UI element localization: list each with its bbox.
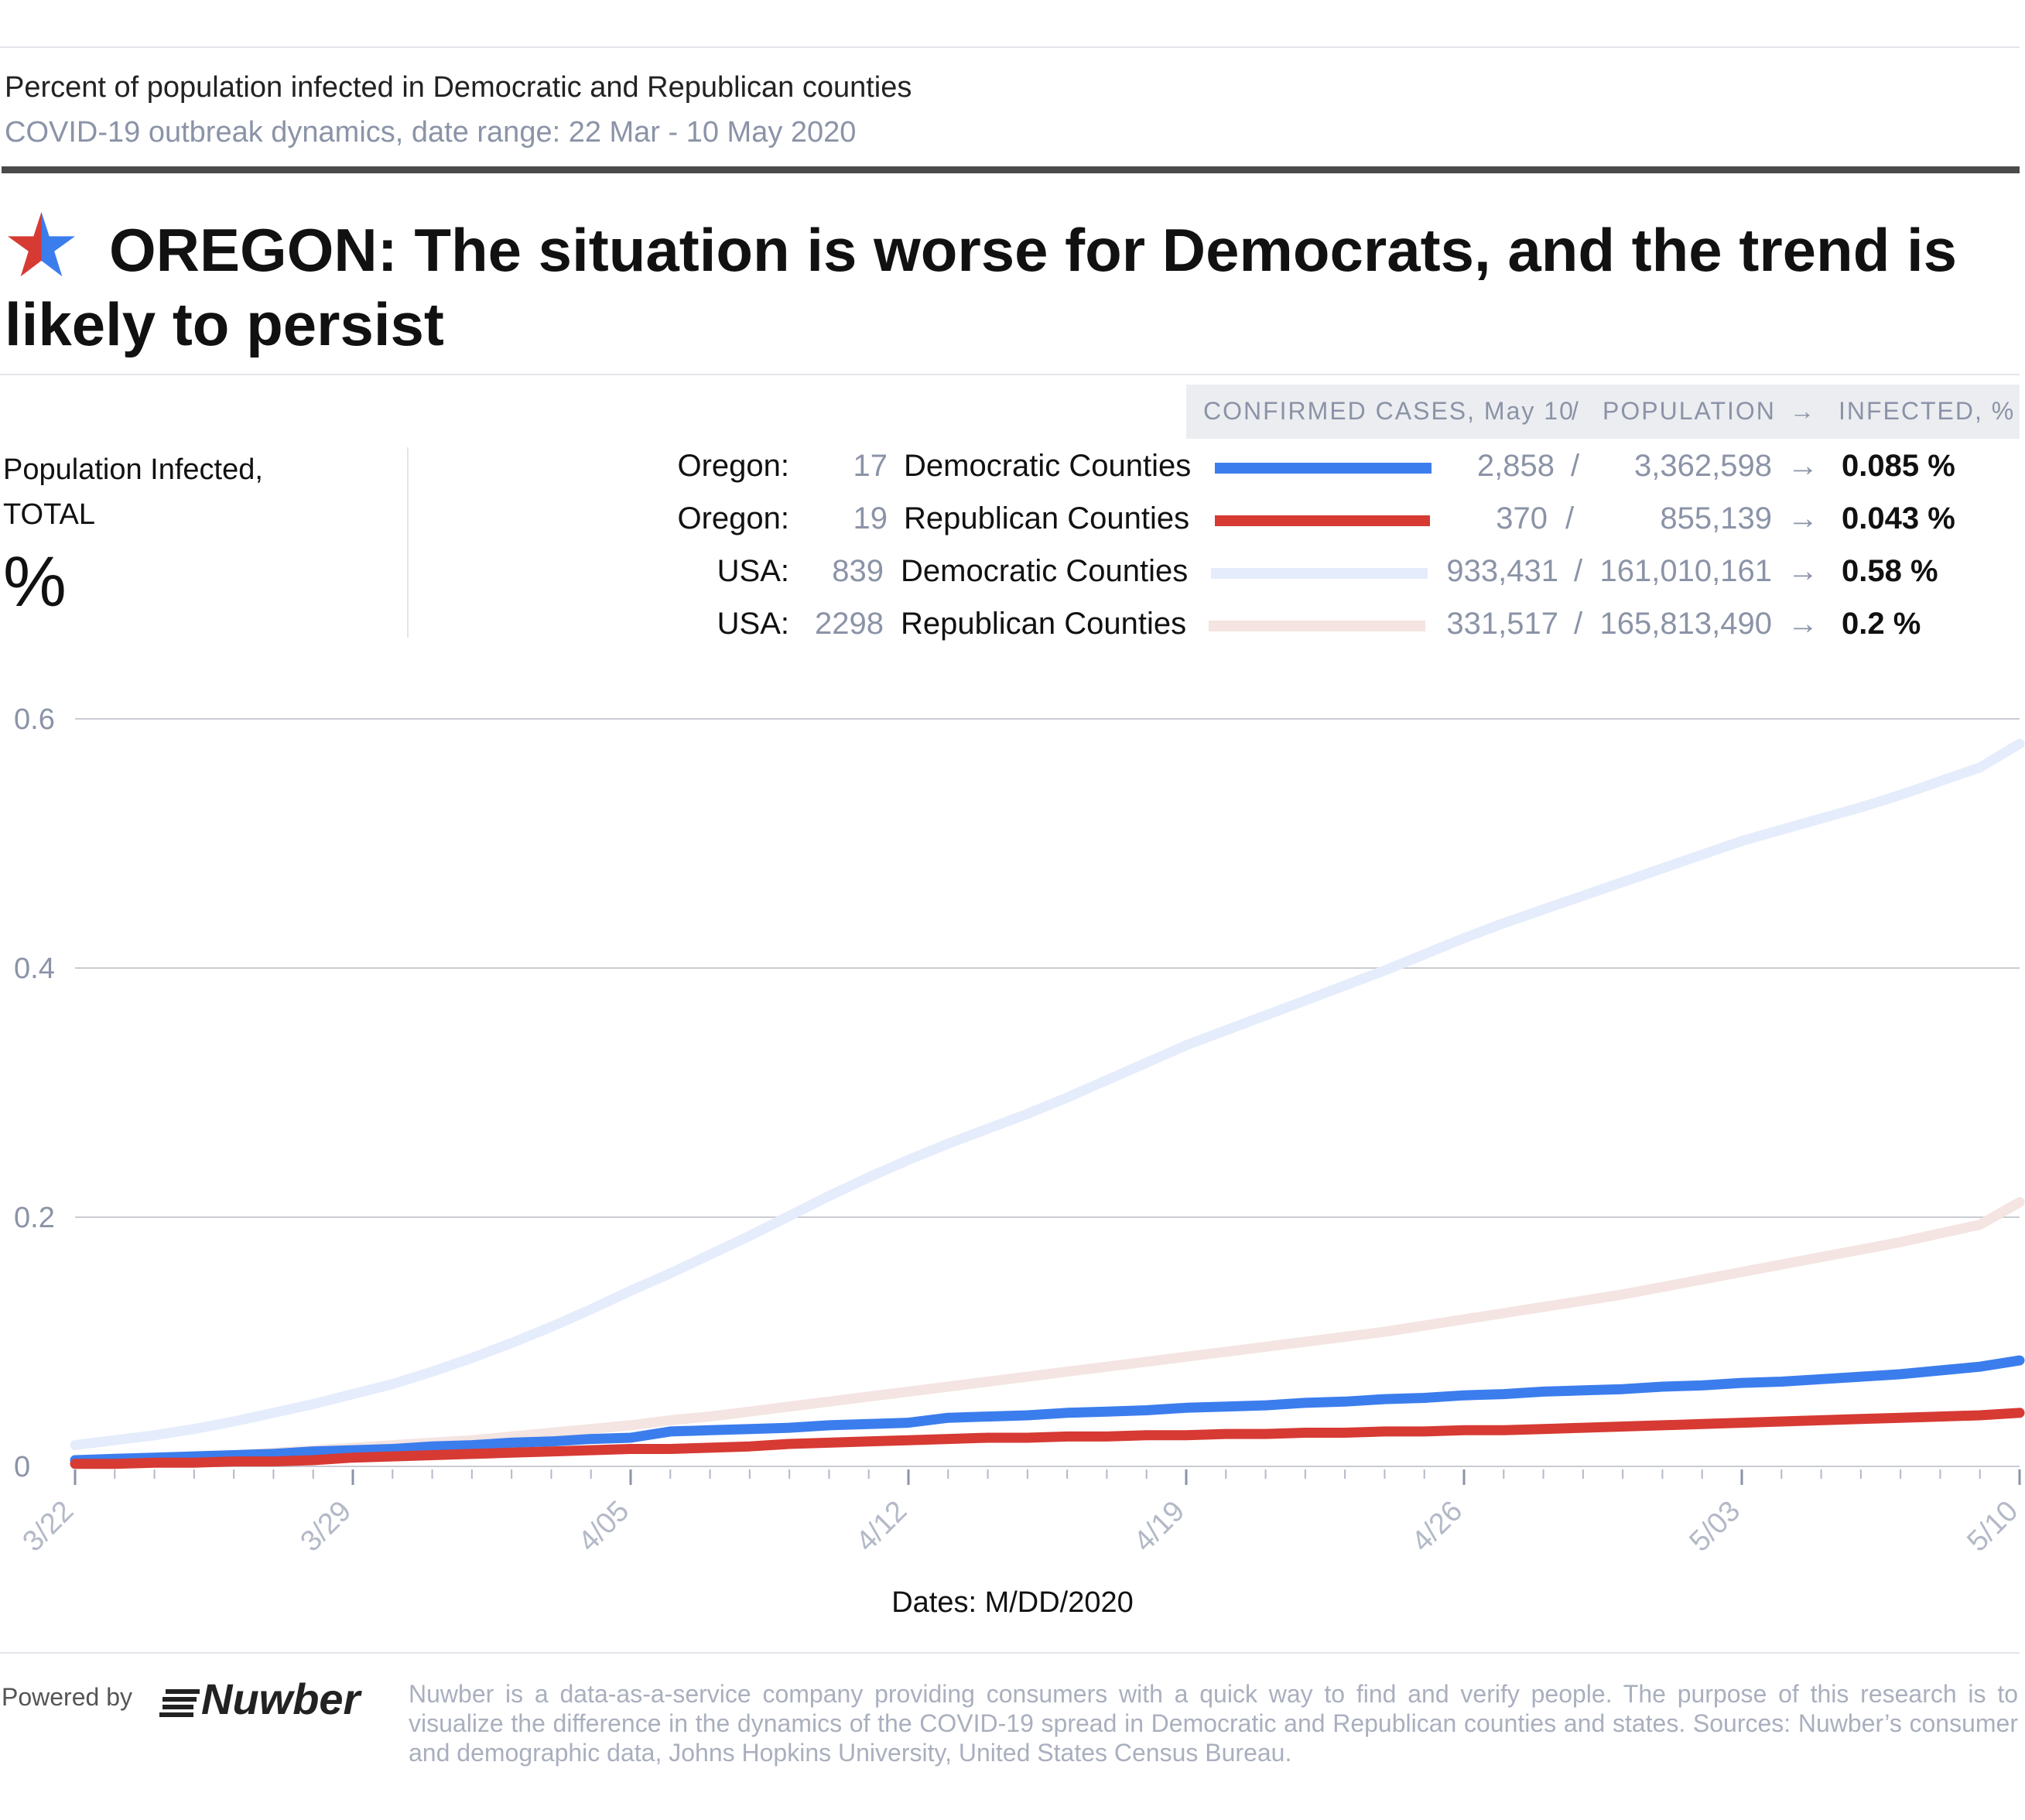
- legend-cases: 331,517: [1446, 607, 1558, 641]
- legend-swatch: [1209, 621, 1425, 631]
- legend-infected: 0.2 %: [1842, 607, 1921, 641]
- legend-swatch: [1215, 463, 1432, 474]
- legend-cases: 933,431: [1446, 554, 1558, 588]
- powered-by-label: Powered by: [2, 1683, 132, 1711]
- x-tick-label: 4/26: [1405, 1495, 1469, 1558]
- legend-county-count: 17: [853, 449, 888, 483]
- top-divider: [0, 46, 2020, 48]
- legend-county-count: 839: [832, 554, 884, 588]
- series-line: [70, 1355, 2025, 1466]
- legend-cases: 2,858: [1476, 449, 1555, 483]
- legend-infected: 0.085 %: [1842, 449, 1955, 483]
- x-tick-label: 5/03: [1683, 1495, 1746, 1558]
- legend-region: USA:: [717, 607, 789, 641]
- series-line: [70, 1408, 2025, 1469]
- legend-arrow: →: [1787, 501, 1818, 535]
- arrow-separator: →: [1790, 397, 1816, 425]
- infected-column-label: INFECTED, %: [1839, 397, 2016, 425]
- legend-swatch: [1215, 515, 1430, 526]
- x-tick-label: 3/22: [16, 1495, 80, 1558]
- y-axis-description-line2: TOTAL: [3, 498, 95, 531]
- legend-slash: /: [1574, 554, 1583, 588]
- legend-county-count: 2298: [815, 607, 884, 641]
- legend-region: USA:: [717, 554, 789, 588]
- legend-swatch: [1211, 568, 1428, 579]
- star-icon: [7, 211, 76, 277]
- legend-arrow: →: [1787, 607, 1818, 641]
- legend-group: Democratic Counties: [901, 554, 1189, 588]
- legend-slash: /: [1574, 607, 1583, 641]
- footnote: Nuwber is a data-as-a-service company pr…: [409, 1680, 2018, 1767]
- series-line: [70, 738, 2025, 1451]
- legend-cases: 370: [1496, 501, 1548, 535]
- panel-divider: [407, 447, 409, 638]
- slash-separator: /: [1572, 397, 1580, 425]
- legend-header: CONFIRMED CASES, May 10 / POPULATION → I…: [1186, 385, 2020, 439]
- legend-region: Oregon:: [677, 501, 789, 535]
- x-tick-label: 4/05: [572, 1495, 635, 1558]
- nuwber-logo: Nuwber: [159, 1674, 360, 1724]
- x-axis-title: Dates: M/DD/2020: [891, 1586, 1134, 1619]
- legend-arrow: →: [1787, 449, 1818, 483]
- headline: OREGON: The situation is worse for Democ…: [5, 210, 2001, 361]
- legend-infected: 0.58 %: [1842, 554, 1938, 588]
- x-tick-label: 4/19: [1127, 1495, 1191, 1558]
- legend-group: Democratic Counties: [904, 449, 1192, 483]
- population-column-label: POPULATION: [1603, 397, 1776, 425]
- y-tick-label: 0.2: [14, 1202, 55, 1234]
- x-tick-label: 3/29: [294, 1495, 357, 1558]
- unit-label: %: [3, 542, 67, 621]
- date-range-text: COVID-19 outbreak dynamics, date range: …: [5, 116, 857, 149]
- chart-subtitle: Percent of population infected in Democr…: [5, 71, 912, 104]
- x-tick-label: 4/12: [850, 1495, 913, 1558]
- cases-column-label: CONFIRMED CASES, May 10: [1203, 397, 1575, 425]
- legend-population: 165,813,490: [1599, 607, 1772, 641]
- x-tick-label: 5/10: [1961, 1495, 2024, 1558]
- legend-infected: 0.043 %: [1842, 501, 1955, 535]
- legend-population: 3,362,598: [1634, 449, 1772, 483]
- flag-bars-icon: [159, 1689, 200, 1717]
- y-axis-description-line1: Population Infected,: [3, 453, 263, 486]
- legend-group: Republican Counties: [904, 501, 1190, 535]
- header-divider: [2, 166, 2020, 173]
- legend-arrow: →: [1787, 554, 1818, 588]
- legend-county-count: 19: [853, 501, 888, 535]
- logo-text: Nuwber: [201, 1675, 361, 1723]
- legend-population: 855,139: [1660, 501, 1772, 535]
- legend-slash: /: [1565, 501, 1575, 535]
- y-axis-description: Population Infected, TOTAL: [3, 447, 263, 537]
- y-tick-label: 0.6: [14, 703, 55, 736]
- headline-text: OREGON: The situation is worse for Democ…: [5, 216, 1958, 358]
- legend-population: 161,010,161: [1599, 554, 1772, 588]
- legend-slash: /: [1571, 449, 1580, 483]
- footer-divider: [0, 1652, 2020, 1654]
- legend-group: Republican Counties: [901, 607, 1187, 641]
- y-tick-label: 0.4: [14, 953, 55, 985]
- legend-region: Oregon:: [677, 449, 789, 483]
- y-tick-label: 0: [14, 1451, 30, 1483]
- line-chart: 0 0.2 0.4 0.6 3/22 3/29 4/05 4/12 4/19 4/26 5/03 5/…: [14, 703, 2025, 1558]
- headline-divider: [0, 374, 2020, 375]
